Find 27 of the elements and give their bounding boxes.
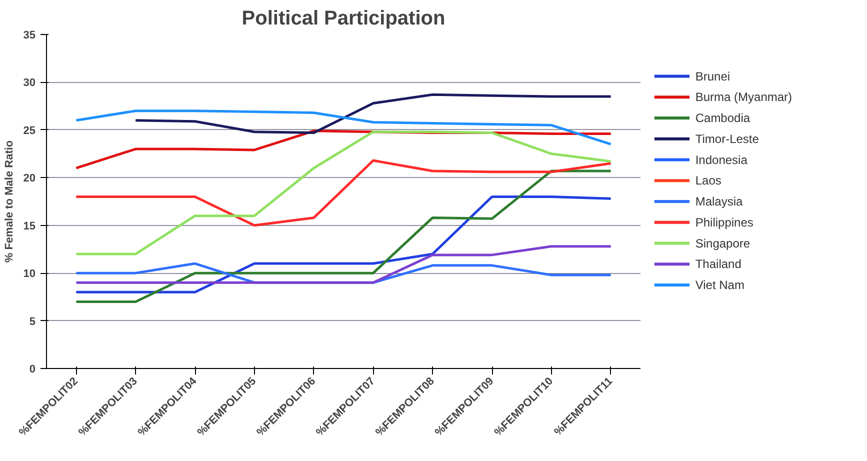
y-tick-label: 15 [23, 220, 36, 232]
line-series [74, 110, 612, 146]
line-series [134, 93, 612, 134]
y-tick-label: 35 [23, 30, 36, 42]
y-tick-label: 5 [29, 316, 36, 328]
chart-title: Political Participation [242, 8, 446, 30]
line-series [74, 130, 612, 256]
legend-label: Malaysia [695, 194, 744, 208]
legend-label: Viet Nam [695, 278, 744, 292]
legend-label: Laos [695, 174, 722, 188]
legend-label: Indonesia [695, 152, 748, 167]
legend-label: Philippines [695, 215, 754, 230]
line-series [74, 170, 612, 303]
legend-label: Thailand [695, 257, 742, 272]
y-axis-title: % Female to Male Ratio [3, 140, 16, 263]
legend-label: Burma (Myanmar) [695, 90, 792, 104]
y-tick-label: 25 [23, 124, 36, 137]
line-series [74, 195, 612, 294]
line-series [74, 159, 612, 227]
legend-label: Cambodia [695, 111, 750, 125]
legend-label: Timor-Leste [695, 132, 760, 146]
legend-label: Singapore [695, 236, 750, 250]
y-tick-label: 0 [29, 364, 36, 376]
legend-label: Brunei [695, 69, 730, 84]
y-tick-label: 20 [23, 172, 36, 185]
y-tick-label: 10 [23, 268, 36, 280]
y-tick-label: 30 [23, 77, 36, 90]
